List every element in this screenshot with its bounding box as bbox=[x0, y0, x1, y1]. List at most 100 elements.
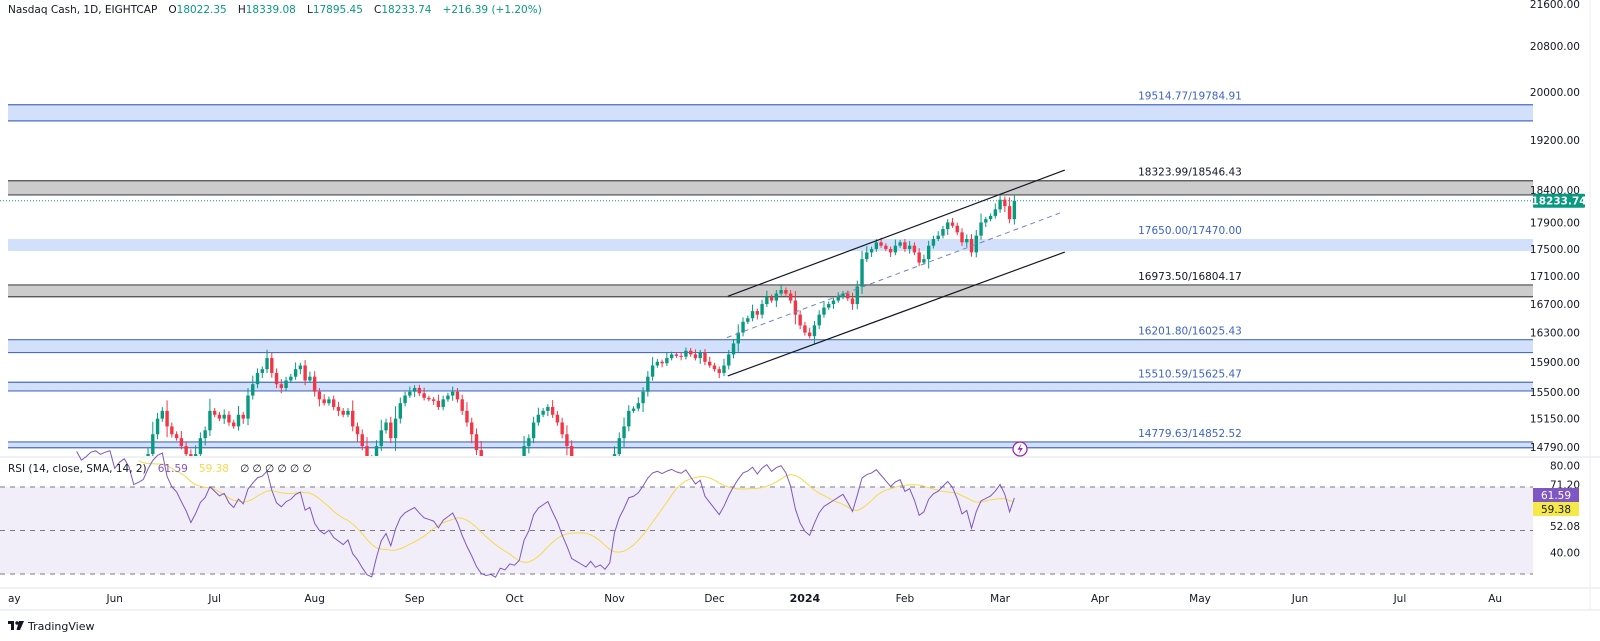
candle-body bbox=[217, 414, 222, 419]
candle bbox=[698, 349, 702, 364]
candle bbox=[560, 417, 564, 439]
candle bbox=[503, 461, 506, 468]
candle-body bbox=[793, 300, 798, 315]
candle-body bbox=[293, 369, 298, 377]
candle-body bbox=[603, 477, 606, 483]
price-tick-label: 17500.00 bbox=[1530, 244, 1580, 256]
candle bbox=[184, 442, 188, 456]
candle bbox=[270, 352, 274, 378]
lightning-icon[interactable] bbox=[1012, 441, 1028, 457]
candle bbox=[765, 290, 769, 308]
candle-body bbox=[508, 462, 511, 466]
candle bbox=[912, 242, 917, 256]
price-axis[interactable]: 21600.0020800.0020000.0019200.0018400.00… bbox=[1530, 0, 1580, 454]
time-axis[interactable]: ay Jun Jul Aug Sep Oct Nov Dec 2024 Feb Mar Apr May J… bbox=[8, 592, 1502, 605]
candle bbox=[431, 397, 436, 406]
candle bbox=[193, 445, 198, 456]
candle-body bbox=[612, 454, 617, 456]
candle-body bbox=[827, 304, 831, 308]
price-tick-label: 19200.00 bbox=[1530, 135, 1580, 147]
rsi-legend-value: 61.59 bbox=[158, 463, 188, 475]
candle-body bbox=[712, 365, 717, 370]
candle-body bbox=[750, 311, 755, 319]
candle-body bbox=[560, 422, 564, 435]
candle-body bbox=[441, 399, 445, 408]
rsi-title[interactable]: RSI (14, close, SMA, 14, 2) bbox=[8, 463, 147, 475]
zone-rect[interactable] bbox=[8, 284, 1533, 297]
candle bbox=[603, 473, 606, 488]
candle-body bbox=[1012, 200, 1017, 220]
zone-rect[interactable] bbox=[8, 238, 1533, 252]
candle-body bbox=[346, 410, 350, 415]
candle bbox=[788, 290, 793, 304]
candle bbox=[412, 385, 417, 397]
candle bbox=[331, 395, 336, 411]
candle bbox=[146, 447, 150, 456]
rsi-pane[interactable] bbox=[0, 450, 1533, 578]
candle bbox=[494, 459, 497, 472]
candle bbox=[736, 324, 740, 352]
candle bbox=[708, 356, 712, 368]
candle-body bbox=[727, 354, 731, 366]
candle-body bbox=[926, 245, 931, 260]
zone-rect[interactable] bbox=[8, 382, 1533, 391]
candle-body bbox=[879, 242, 883, 246]
candle bbox=[255, 368, 260, 389]
candle bbox=[722, 358, 726, 377]
candle bbox=[546, 404, 550, 417]
rsi-legend-ma: 59.38 bbox=[199, 463, 229, 475]
candle bbox=[513, 460, 516, 466]
symbol-title[interactable]: Nasdaq Cash, 1D, EIGHTCAP bbox=[8, 4, 157, 16]
candles-layer bbox=[137, 194, 1017, 488]
candle bbox=[251, 375, 255, 400]
candle-body bbox=[137, 477, 140, 480]
candle bbox=[508, 457, 511, 472]
price-pane[interactable]: 19514.77/19784.91 18323.99/18546.43 17650.… bbox=[0, 91, 1533, 585]
rsi-legend: RSI (14, close, SMA, 14, 2) 61.59 59.38 … bbox=[8, 457, 312, 476]
zone-rect[interactable] bbox=[8, 441, 1533, 448]
candle bbox=[869, 246, 874, 258]
rsi-tick-label: 80.00 bbox=[1550, 460, 1580, 472]
zone-rect[interactable] bbox=[8, 339, 1533, 353]
candle-body bbox=[450, 391, 455, 396]
time-tick-label: May bbox=[1189, 593, 1211, 605]
candle-body bbox=[412, 387, 417, 392]
candle bbox=[170, 422, 174, 438]
candle bbox=[384, 418, 388, 434]
zone-rect[interactable] bbox=[8, 180, 1533, 195]
channel-upper-line[interactable] bbox=[727, 169, 1066, 297]
candle bbox=[446, 392, 450, 402]
candle bbox=[293, 362, 298, 380]
time-tick-label: Oct bbox=[505, 593, 523, 605]
time-tick-label: Nov bbox=[604, 593, 625, 605]
price-tick-label: 21600.00 bbox=[1530, 0, 1580, 11]
candle-body bbox=[446, 395, 450, 400]
time-tick-label: Dec bbox=[704, 593, 725, 605]
channel-middle-line[interactable] bbox=[726, 212, 1061, 339]
time-tick-label: Jul bbox=[1393, 593, 1407, 605]
candle-body bbox=[798, 314, 802, 326]
candle-body bbox=[903, 242, 907, 250]
candle-body bbox=[669, 354, 674, 359]
trend-channel[interactable] bbox=[726, 169, 1066, 377]
candle bbox=[441, 395, 445, 411]
candle bbox=[550, 400, 555, 418]
channel-lower-line[interactable] bbox=[727, 251, 1066, 377]
candle-body bbox=[874, 242, 879, 250]
candle-body bbox=[755, 311, 760, 315]
candle-body bbox=[270, 358, 274, 373]
candle-body bbox=[594, 470, 597, 478]
candle bbox=[955, 222, 959, 236]
candle-body bbox=[227, 414, 231, 423]
candle bbox=[793, 291, 798, 325]
candle bbox=[1012, 194, 1017, 225]
candle-body bbox=[774, 293, 779, 301]
candle-body bbox=[946, 222, 950, 230]
zone-rect[interactable] bbox=[8, 104, 1533, 121]
candle-body bbox=[841, 293, 845, 298]
tradingview-logo[interactable]: TradingView bbox=[8, 620, 94, 633]
candle bbox=[988, 213, 993, 222]
candle bbox=[888, 246, 893, 258]
candle-body bbox=[984, 219, 988, 223]
